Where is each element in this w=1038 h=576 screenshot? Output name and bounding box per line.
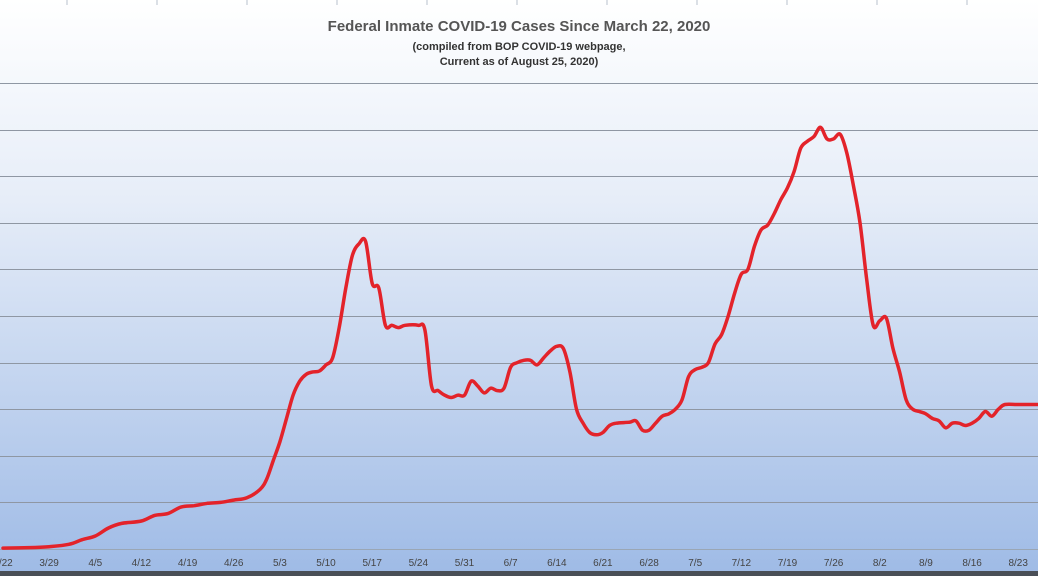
x-tick-label: 8/23 [1008,558,1028,569]
x-tick-label: 8/2 [873,558,887,569]
x-tick-label: 4/5 [88,558,102,569]
x-tick-label: 3/29 [39,558,59,569]
x-tick-label: 7/12 [732,558,752,569]
x-tick-label: 6/28 [639,558,659,569]
x-tick-label: 4/26 [224,558,244,569]
x-tick-label: 6/7 [504,558,518,569]
x-tick-label: 8/9 [919,558,933,569]
chart-title: Federal Inmate COVID-19 Cases Since Marc… [328,18,711,35]
x-tick-label: 5/10 [316,558,336,569]
series-line [1,125,1038,550]
x-tick-label: 5/24 [409,558,429,569]
x-tick-label: 7/19 [778,558,798,569]
x-tick-label: 6/14 [547,558,567,569]
top-tick-marks [66,0,968,5]
series-group [1,125,1038,550]
x-tick-label: 3/22 [0,558,13,569]
x-tick-label: 7/5 [688,558,702,569]
x-tick-label: 5/31 [455,558,475,569]
chart-subtitle-line-2: Current as of August 25, 2020) [440,56,599,68]
x-tick-label: 7/26 [824,558,844,569]
x-tick-label: 6/21 [593,558,613,569]
x-tick-label: 4/19 [178,558,198,569]
y-gridlines [0,83,1038,503]
x-tick-label: 5/17 [362,558,382,569]
x-tick-label: 5/3 [273,558,287,569]
bottom-strip [0,571,1038,576]
x-tick-label: 4/12 [132,558,152,569]
x-tick-label: 8/16 [962,558,982,569]
chart-subtitle-line-1: (compiled from BOP COVID-19 webpage, [412,41,625,53]
x-axis: 3/22 3/29 4/5 4/12 4/19 4/26 5/3 5/10 5/17 5/24 5/… [0,558,1028,569]
